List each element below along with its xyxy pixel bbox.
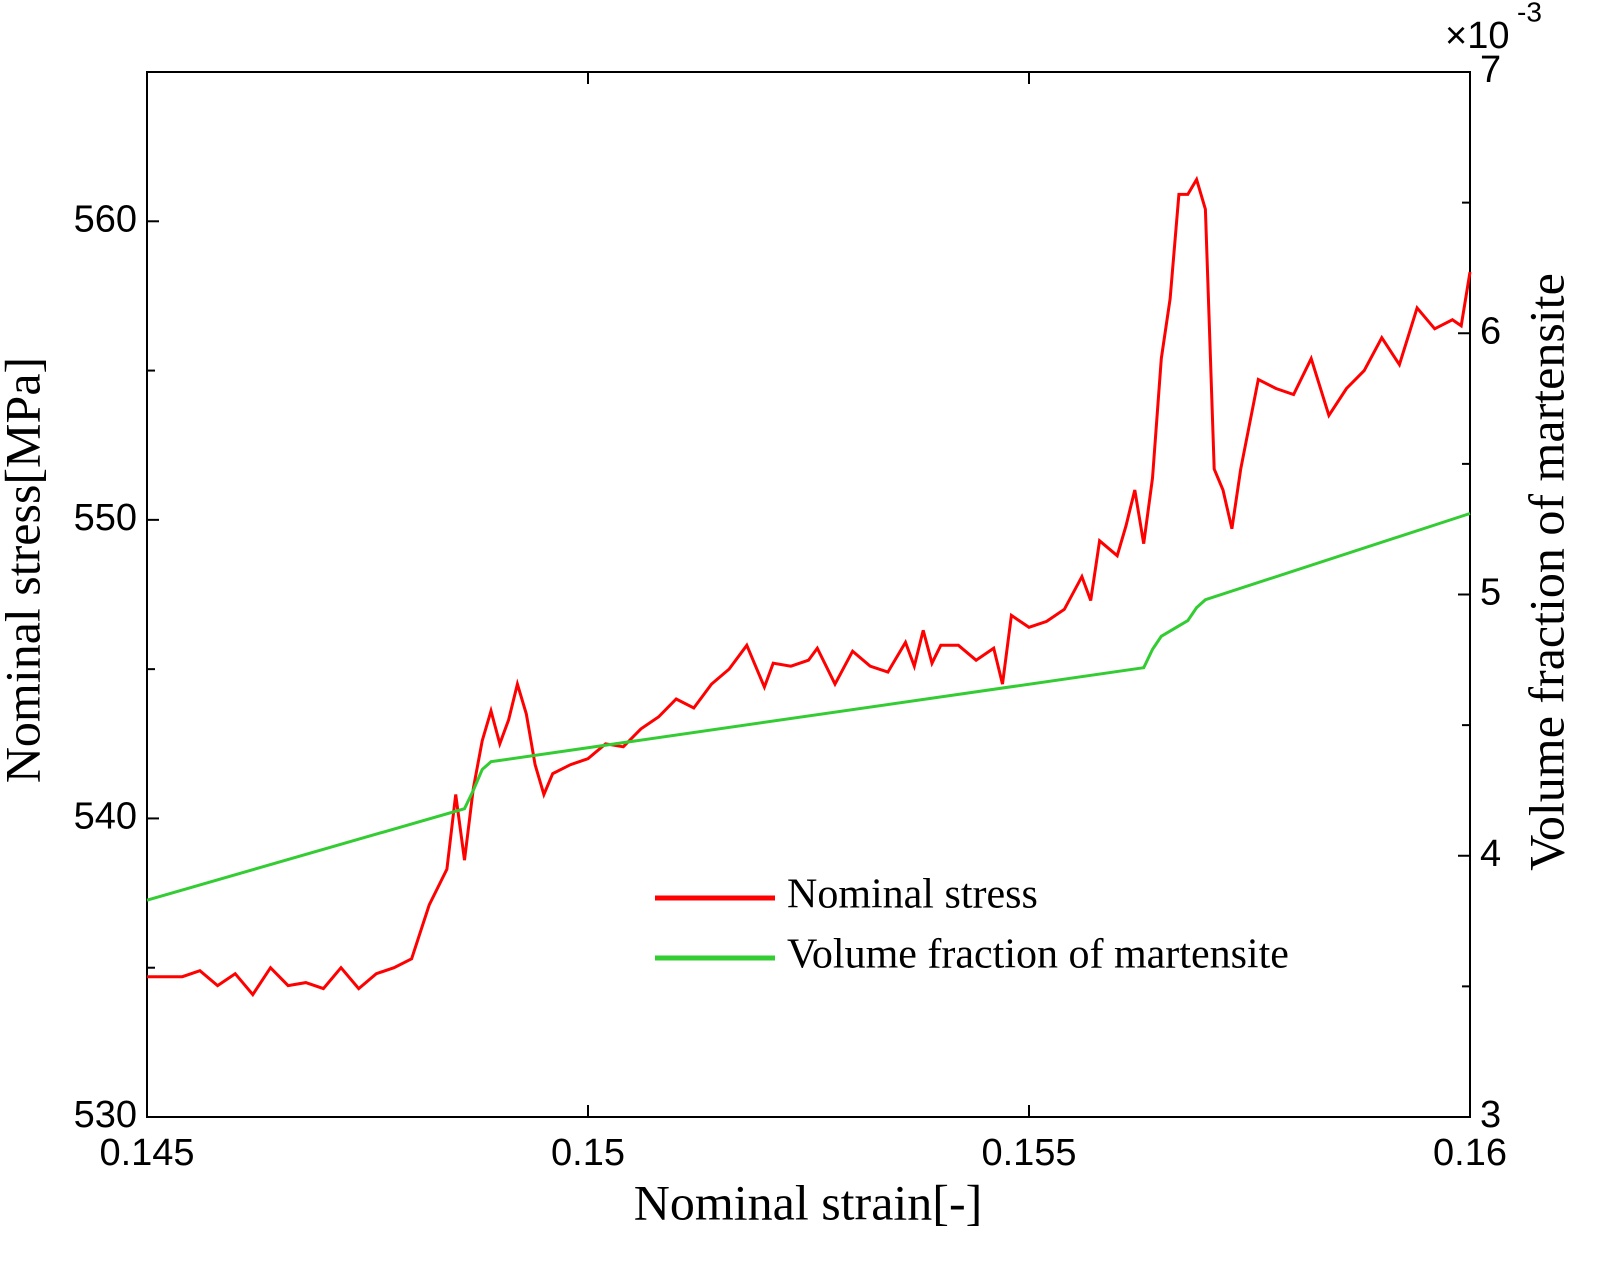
x-tick-label: 0.16	[1433, 1132, 1507, 1174]
data-line	[146, 512, 1471, 902]
x-axis-label: Nominal strain[-]	[634, 1174, 983, 1230]
x-tick-label: 0.145	[99, 1132, 194, 1174]
x-tick-label: 0.15	[551, 1132, 625, 1174]
y-axis-label: Nominal stress[MPa]	[0, 357, 50, 783]
y2-scale-exponent: -3	[1517, 0, 1542, 27]
y2-axis-label: Volume fraction of martensite	[1518, 273, 1574, 871]
y-tick-label: 530	[74, 1094, 137, 1136]
y2-tick-label: 3	[1480, 1094, 1501, 1136]
y2-tick-label: 7	[1480, 49, 1501, 91]
y2-tick-label: 6	[1480, 310, 1501, 352]
legend-label: Nominal stress	[787, 872, 1038, 918]
y2-scale-base: ×10	[1445, 15, 1509, 57]
y2-tick-label: 4	[1480, 833, 1501, 875]
data-line	[147, 175, 1472, 998]
y-tick-label: 550	[74, 497, 137, 539]
y2-tick-label: 5	[1480, 572, 1501, 614]
legend-label: Volume fraction of martensite	[787, 932, 1289, 978]
x-tick-label: 0.155	[981, 1132, 1076, 1174]
y-tick-label: 540	[74, 795, 137, 837]
y-tick-label: 560	[74, 198, 137, 240]
